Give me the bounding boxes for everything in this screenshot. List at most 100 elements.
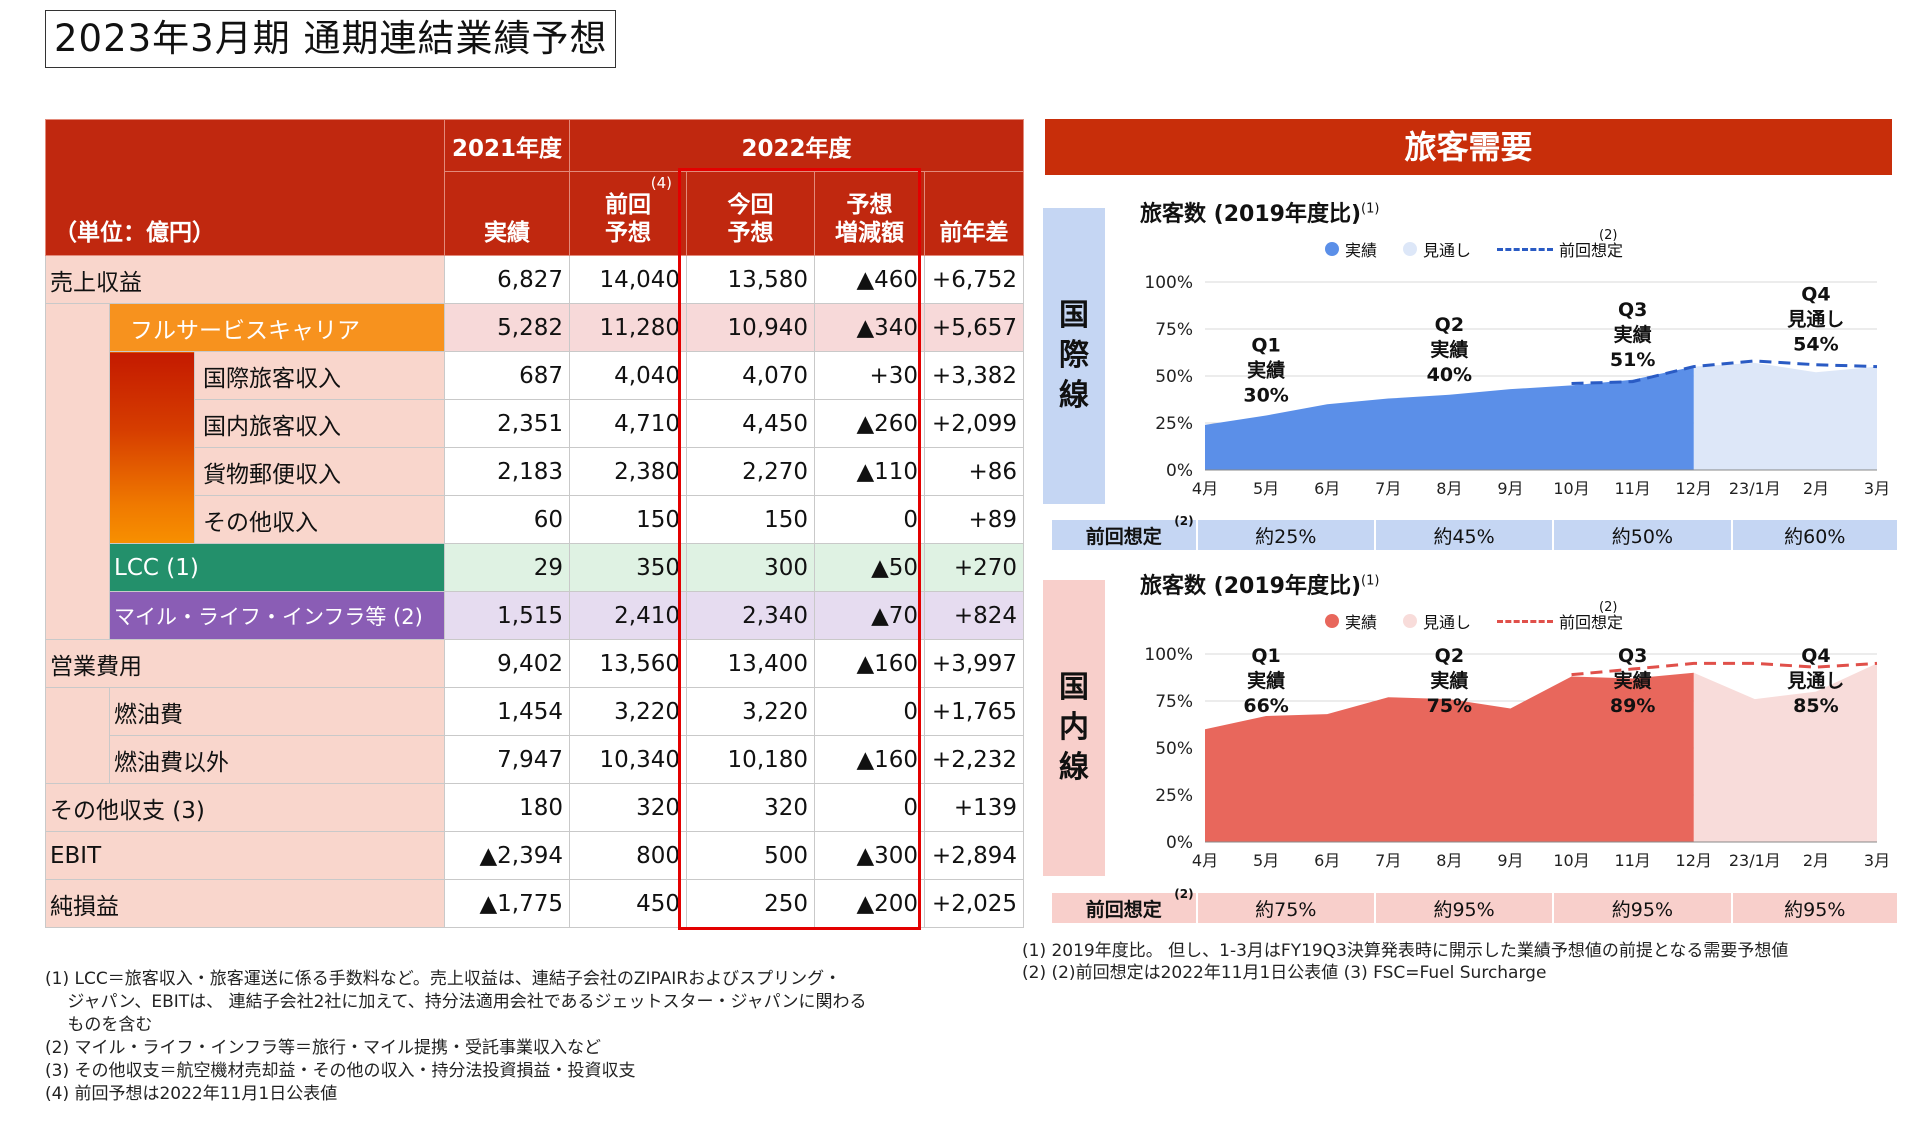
prev-label: 前回想定 (2) xyxy=(1052,514,1198,550)
cell-change: +30 xyxy=(814,351,926,400)
prev-value: 約45% xyxy=(1375,520,1555,550)
prev-value: 約50% xyxy=(1554,520,1733,550)
cell-prev: 10,340 xyxy=(569,735,688,784)
y-tick-label: 50% xyxy=(1155,367,1193,387)
quarter-label: Q3 xyxy=(1618,299,1647,321)
y-tick-label: 100% xyxy=(1144,273,1193,293)
cell-yoy: +3,997 xyxy=(924,639,1025,688)
y-tick-label: 25% xyxy=(1155,786,1193,806)
row-label: 貨物郵便収入 xyxy=(193,447,446,496)
prev-label-note: (2) xyxy=(1174,514,1194,528)
prev-value: 約95% xyxy=(1554,893,1733,923)
cell-actual: 6,827 xyxy=(444,255,571,304)
footnote: (2) (2)前回想定は2022年11月1日公表値 (3) FSC=Fuel S… xyxy=(1022,963,1547,983)
x-tick-label: 4月 xyxy=(1192,851,1218,870)
footnote: (1) 2019年度比。 但し、1-3月はFY19Q3決算発表時に開示した業績予… xyxy=(1022,941,1789,961)
y-tick-label: 0% xyxy=(1166,833,1193,853)
cell-prev: 3,220 xyxy=(569,687,688,736)
prev-value: 約95% xyxy=(1375,893,1555,923)
dom-area-chart: 0% 25% 50% 75% 100% 4月 5月 6月 7月 8月 9月 10月 11月 12月 23/1… xyxy=(1144,645,1890,870)
x-tick-label: 3月 xyxy=(1864,479,1890,498)
table-row: その他収入 60 150 150 0 +89 xyxy=(46,495,1025,544)
footnote: (3) その他収支＝航空機材売却益・その他の収入・持分法投資損益・投資収支 xyxy=(45,1061,636,1081)
legend-actual-label: 実績 xyxy=(1345,241,1378,260)
cell-current: 500 xyxy=(686,831,816,880)
quarter-kind-label: 実績 xyxy=(1430,669,1468,692)
table-row: フルサービスキャリア 5,282 11,280 10,940 ▲340 +5,6… xyxy=(45,303,1025,640)
cell-actual: 1,454 xyxy=(444,687,571,736)
intl-area-chart: 0% 25% 50% 75% 100% 4月 5月 6月 7月 8月 9月 10月 11月 12月 23/1… xyxy=(1144,273,1890,498)
prev-value: 約25% xyxy=(1197,520,1376,550)
legend-actual-label: 実績 xyxy=(1345,613,1378,632)
cell-change: 0 xyxy=(814,783,926,832)
x-tick-label: 11月 xyxy=(1614,851,1650,870)
legend-prev-swatch xyxy=(1497,247,1554,251)
cell-current: 250 xyxy=(686,879,816,928)
cell-prev: 2,410 xyxy=(569,591,688,640)
chart-title-note: (1) xyxy=(1361,573,1380,589)
cell-prev: 2,380 xyxy=(569,447,688,496)
cell-actual: 2,351 xyxy=(444,399,571,448)
table-row: 燃油費 1,454 3,220 3,220 0 +1,765 xyxy=(45,687,1025,784)
legend-forecast-swatch xyxy=(1403,614,1418,628)
cell-yoy: +2,025 xyxy=(924,879,1025,928)
x-tick-label: 6月 xyxy=(1314,851,1340,870)
cell-yoy: +270 xyxy=(924,543,1025,592)
quarter-kind-label: 実績 xyxy=(1247,669,1285,692)
x-tick-label: 10月 xyxy=(1553,851,1589,870)
row-label: EBIT xyxy=(44,831,446,880)
prev-value: 約60% xyxy=(1732,520,1897,550)
cell-yoy: +86 xyxy=(924,447,1025,496)
legend-actual-swatch xyxy=(1325,614,1339,628)
row-label: 純損益 xyxy=(44,879,446,928)
x-tick-label: 9月 xyxy=(1497,851,1523,870)
x-tick-label: 5月 xyxy=(1253,851,1279,870)
cell-yoy: +3,382 xyxy=(924,351,1025,400)
indent-cell xyxy=(45,687,110,784)
x-tick-label: 2月 xyxy=(1803,851,1829,870)
prev-label: 前回想定 (2) xyxy=(1052,887,1198,923)
cell-change: ▲300 xyxy=(814,831,926,880)
quarter-value-label: 54% xyxy=(1793,334,1838,356)
dom-chart-title: 旅客数 (2019年度比)(1) xyxy=(1140,568,1379,600)
quarter-kind-label: 見通し xyxy=(1787,309,1844,331)
row-label: 燃油費 xyxy=(108,687,446,736)
row-label: 売上収益 xyxy=(44,255,446,304)
cell-actual: 180 xyxy=(444,783,571,832)
cell-prev: 13,560 xyxy=(569,639,688,688)
x-tick-label: 23/1月 xyxy=(1729,479,1781,498)
page-title: 2023年3月期 通期連結業績予想 xyxy=(45,10,617,68)
cell-actual: 5,282 xyxy=(444,303,571,352)
quarter-label: Q2 xyxy=(1435,645,1464,667)
x-tick-label: 23/1月 xyxy=(1729,851,1781,870)
quarter-label: Q1 xyxy=(1251,334,1280,356)
legend-forecast-label: 見通し xyxy=(1423,613,1472,632)
intl-legend: 実績 見通し 前回想定 (2) xyxy=(1325,228,1647,261)
x-tick-label: 10月 xyxy=(1553,479,1589,498)
row-label: 燃油費以外 xyxy=(108,735,446,784)
actual-area xyxy=(1205,366,1694,470)
x-tick-label: 2月 xyxy=(1803,479,1829,498)
cell-yoy: +1,765 xyxy=(924,687,1025,736)
cell-actual: 687 xyxy=(444,351,571,400)
quarter-label: Q4 xyxy=(1801,645,1830,667)
quarter-value-label: 30% xyxy=(1243,384,1288,406)
legend-prev-note: (2) xyxy=(1599,227,1618,243)
left-footnotes: (1) LCC＝旅客収入・旅客運送に係る手数料など。売上収益は、連結子会社のZI… xyxy=(45,968,1005,1106)
cell-yoy: +824 xyxy=(924,591,1025,640)
row-label: 営業費用 xyxy=(44,639,446,688)
cell-current: 2,270 xyxy=(686,447,816,496)
quarter-value-label: 66% xyxy=(1243,695,1288,717)
cell-prev: 450 xyxy=(569,879,688,928)
quarter-value-label: 40% xyxy=(1427,364,1472,386)
year-2022-header: 2022年度 xyxy=(569,119,1025,172)
table-row: LCC (1) 29 350 300 ▲50 +270 xyxy=(46,543,1025,592)
legend-prev-label: 前回想定 xyxy=(1559,241,1624,260)
actual-area xyxy=(1205,672,1694,842)
chart-title-note: (1) xyxy=(1361,201,1380,217)
col-prev-label: 前回 予想 xyxy=(605,191,652,246)
cell-change: ▲70 xyxy=(814,591,926,640)
intl-chart-title: 旅客数 (2019年度比)(1) xyxy=(1140,196,1379,228)
row-label: 国内旅客収入 xyxy=(193,399,446,448)
col-actual-header: 実績 xyxy=(444,171,571,256)
